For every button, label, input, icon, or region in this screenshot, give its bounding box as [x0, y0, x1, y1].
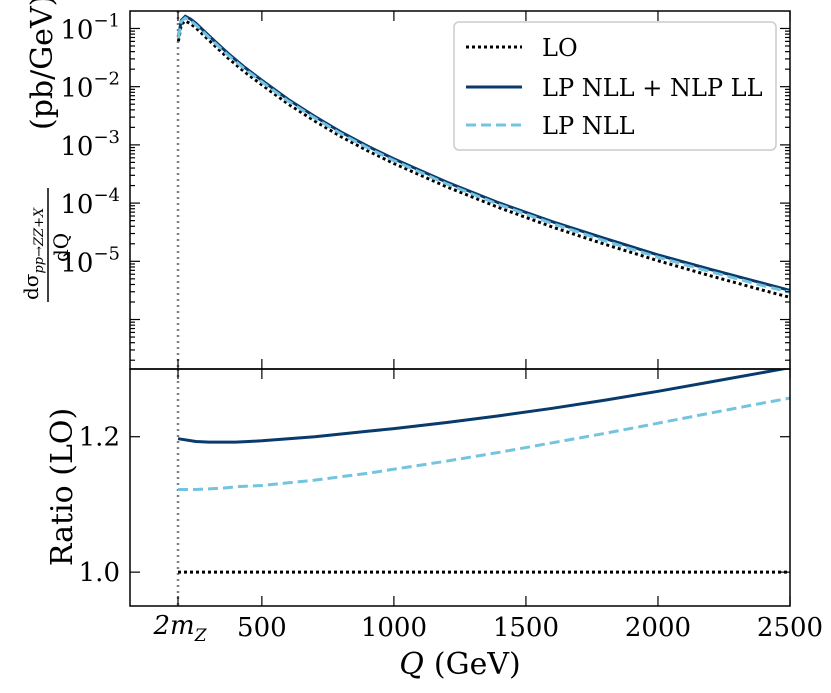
bottom-plot-frame — [129, 368, 791, 607]
threshold-label-sub: Z — [194, 626, 208, 646]
top-y-tick-base: 10 — [60, 248, 93, 278]
top-y-tick-label: 10−2 — [60, 69, 120, 104]
legend-box — [453, 21, 777, 151]
top-y-tick-label: 10−3 — [60, 127, 120, 162]
x-tick-labels: 2mZ 500 1000 1500 2000 2500 — [152, 611, 823, 646]
top-ylabel-frac-num: dσpp→ZZ+X — [19, 207, 47, 300]
frac-num-sub: pp→ZZ+X — [32, 207, 47, 273]
x-tick-label: 2000 — [625, 613, 691, 643]
bottom-series-lp-nll-nlp-ll — [177, 369, 790, 444]
top-y-tick-exp: −2 — [93, 69, 120, 90]
top-y-tick-label: 10−5 — [60, 243, 120, 278]
bottom-y-ticks: 1.0 1.2 — [79, 423, 790, 588]
bottom-x-ticks — [177, 369, 791, 606]
top-ylabel-frac-den: dQ — [49, 233, 73, 262]
x-tick-label-threshold: 2mZ — [152, 611, 207, 646]
top-y-tick-exp: −1 — [93, 10, 120, 31]
x-tick-label: 1000 — [361, 613, 427, 643]
top-y-tick-label: 10−1 — [60, 10, 120, 45]
x-axis-title: Q (GeV) — [399, 647, 520, 682]
bottom-y-axis-title: Ratio (LO) — [45, 408, 80, 566]
legend-label-lp-nll-nlp-ll: LP NLL + NLP LL — [542, 74, 763, 102]
threshold-label-main: 2m — [152, 611, 194, 641]
bottom-panel: 1.0 1.2 — [79, 368, 791, 607]
frac-num-main: dσ — [19, 273, 43, 300]
x-tick-label: 2500 — [757, 613, 823, 643]
top-y-tick-exp: −5 — [93, 243, 120, 264]
top-ylabel-unit: (pb/GeV) — [25, 0, 60, 130]
bottom-y-tick-label: 1.2 — [79, 423, 120, 453]
top-y-tick-base: 10 — [60, 190, 93, 220]
top-x-ticks — [177, 11, 791, 369]
top-y-tick-base: 10 — [60, 74, 93, 104]
top-y-ticks: 10−110−210−310−410−5 — [60, 10, 790, 361]
top-series-lp-nll — [176, 16, 790, 294]
top-series-lo — [176, 19, 790, 299]
bottom-y-tick-label: 1.0 — [79, 558, 120, 588]
top-panel: 10−110−210−310−410−5 — [60, 10, 791, 370]
x-tick-label: 1500 — [493, 613, 559, 643]
x-tick-label: 500 — [237, 613, 287, 643]
top-y-tick-exp: −3 — [93, 127, 120, 148]
top-y-tick-exp: −4 — [93, 185, 120, 206]
legend-label-lo: LO — [542, 34, 578, 62]
top-series-group — [176, 14, 790, 299]
top-y-tick-base: 10 — [60, 132, 93, 162]
x-axis-var: Q — [399, 647, 424, 682]
legend: LO LP NLL + NLP LL LP NLL — [453, 21, 777, 151]
top-y-tick-label: 10−4 — [60, 185, 120, 220]
legend-label-lp-nll: LP NLL — [542, 112, 635, 140]
x-axis-unit: (GeV) — [434, 647, 521, 682]
bottom-series-group — [177, 369, 790, 574]
bottom-series-lp-nll — [178, 396, 790, 491]
top-y-tick-base: 10 — [60, 15, 93, 45]
top-y-axis-title: (pb/GeV) dσpp→ZZ+X dQ — [19, 0, 73, 302]
